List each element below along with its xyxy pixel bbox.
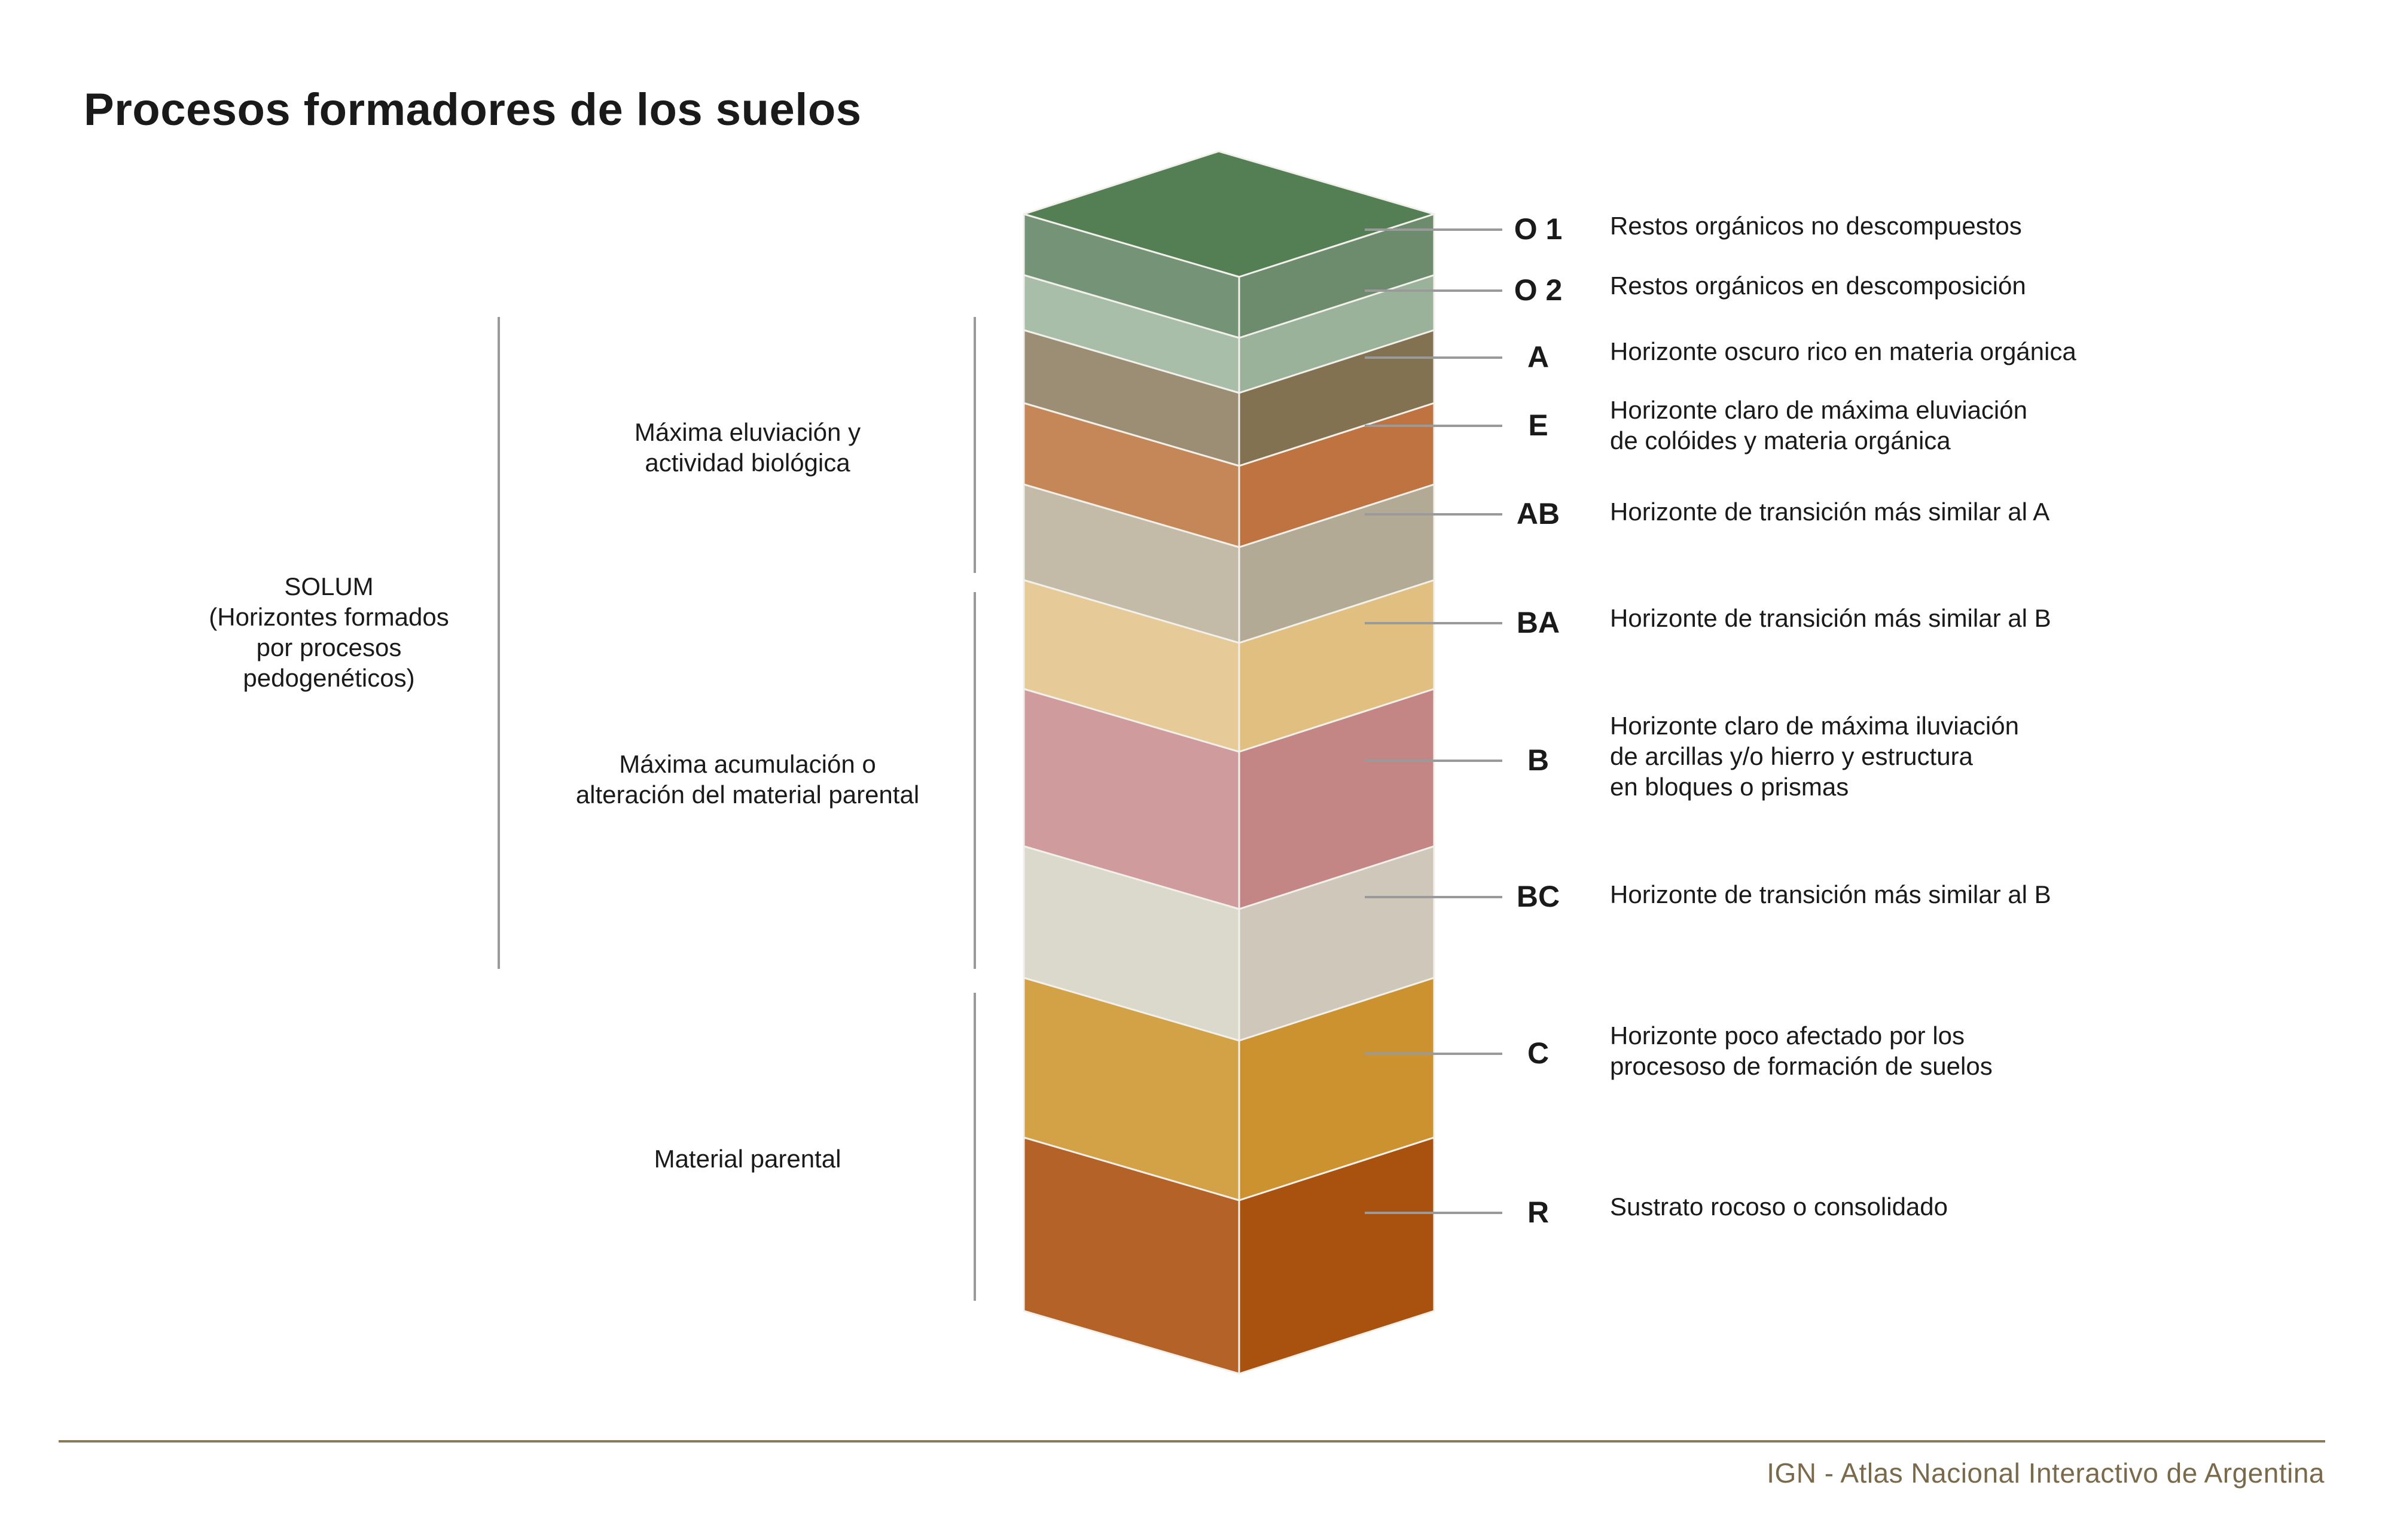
acumulacion-line-2: alteración del material parental bbox=[575, 780, 920, 809]
acumulacion-line-1: Máxima acumulación o bbox=[619, 750, 876, 778]
horizon-desc-line: Sustrato rocoso o consolidado bbox=[1610, 1193, 1948, 1221]
horizon-desc-a: Horizonte oscuro rico en materia orgánic… bbox=[1610, 336, 2076, 367]
horizon-desc-bc: Horizonte de transición más similar al B bbox=[1610, 879, 2051, 910]
horizon-desc-o1: Restos orgánicos no descompuestos bbox=[1610, 211, 2022, 241]
eluviacion-label: Máxima eluviación y actividad biológica bbox=[538, 417, 957, 478]
eluviacion-bracket-line bbox=[974, 317, 976, 573]
footer-divider bbox=[59, 1440, 2325, 1443]
solum-bracket-line bbox=[498, 317, 500, 969]
horizon-desc-line: de arcillas y/o hierro y estructura bbox=[1610, 742, 1973, 770]
horizon-desc-line: Horizonte poco afectado por los bbox=[1610, 1021, 1965, 1050]
parental-label: Material parental bbox=[568, 1143, 927, 1174]
horizon-code-o1: O 1 bbox=[1514, 212, 1563, 246]
layer-r-side bbox=[1238, 1136, 1435, 1375]
solum-line-2: (Horizontes formados bbox=[209, 603, 449, 631]
horizon-code-e: E bbox=[1528, 408, 1548, 442]
horizon-code-c: C bbox=[1527, 1036, 1550, 1070]
horizon-desc-r: Sustrato rocoso o consolidado bbox=[1610, 1191, 1948, 1222]
parental-line-1: Material parental bbox=[654, 1145, 841, 1173]
acumulacion-bracket-line bbox=[974, 592, 976, 969]
horizon-desc-line: de colóides y materia orgánica bbox=[1610, 426, 1951, 455]
horizon-desc-b: Horizonte claro de máxima iluviación de a… bbox=[1610, 710, 2019, 802]
parental-bracket-line bbox=[974, 993, 976, 1301]
solum-line-4: pedogenéticos) bbox=[243, 664, 415, 692]
horizon-desc-line: en bloques o prismas bbox=[1610, 773, 1849, 801]
horizon-desc-line: Horizonte claro de máxima eluviación bbox=[1610, 396, 2027, 424]
acumulacion-label: Máxima acumulación o alteración del mate… bbox=[508, 749, 987, 810]
horizon-desc-line: Restos orgánicos en descomposición bbox=[1610, 272, 2026, 300]
horizon-code-ba: BA bbox=[1516, 606, 1560, 639]
horizon-code-b: B bbox=[1527, 743, 1550, 777]
horizon-code-r: R bbox=[1527, 1196, 1550, 1229]
horizon-desc-line: Horizonte de transición más similar al A bbox=[1610, 498, 2050, 526]
horizon-desc-c: Horizonte poco afectado por los procesoso… bbox=[1610, 1020, 1993, 1081]
eluviacion-line-2: actividad biológica bbox=[645, 449, 850, 477]
horizon-desc-line: Horizonte oscuro rico en materia orgánic… bbox=[1610, 337, 2076, 365]
horizon-desc-ba: Horizonte de transición más similar al B bbox=[1610, 603, 2051, 633]
horizon-desc-line: Horizonte de transición más similar al B bbox=[1610, 880, 2051, 908]
horizon-desc-line: Horizonte claro de máxima iluviación bbox=[1610, 712, 2019, 740]
solum-line-1: SOLUM bbox=[284, 572, 374, 600]
horizon-code-o2: O 2 bbox=[1514, 273, 1563, 307]
horizon-desc-ab: Horizonte de transición más similar al A bbox=[1610, 496, 2049, 527]
horizon-code-a: A bbox=[1527, 340, 1550, 374]
horizon-desc-o2: Restos orgánicos en descomposición bbox=[1610, 270, 2026, 301]
horizon-code-ab: AB bbox=[1516, 497, 1560, 530]
horizon-desc-line: procesoso de formación de suelos bbox=[1610, 1052, 1993, 1080]
horizon-code-bc: BC bbox=[1516, 880, 1560, 913]
solum-label: SOLUM (Horizontes formados por procesos … bbox=[150, 571, 508, 693]
horizon-desc-line: Restos orgánicos no descompuestos bbox=[1610, 212, 2022, 240]
horizon-desc-e: Horizonte claro de máxima eluviación de c… bbox=[1610, 395, 2027, 456]
page-title: Procesos formadores de los suelos bbox=[84, 84, 862, 135]
footer-credit: IGN - Atlas Nacional Interactivo de Arge… bbox=[1767, 1457, 2325, 1489]
horizon-desc-line: Horizonte de transición más similar al B bbox=[1610, 604, 2051, 632]
solum-line-3: por procesos bbox=[256, 633, 402, 661]
eluviacion-line-1: Máxima eluviación y bbox=[634, 418, 861, 446]
